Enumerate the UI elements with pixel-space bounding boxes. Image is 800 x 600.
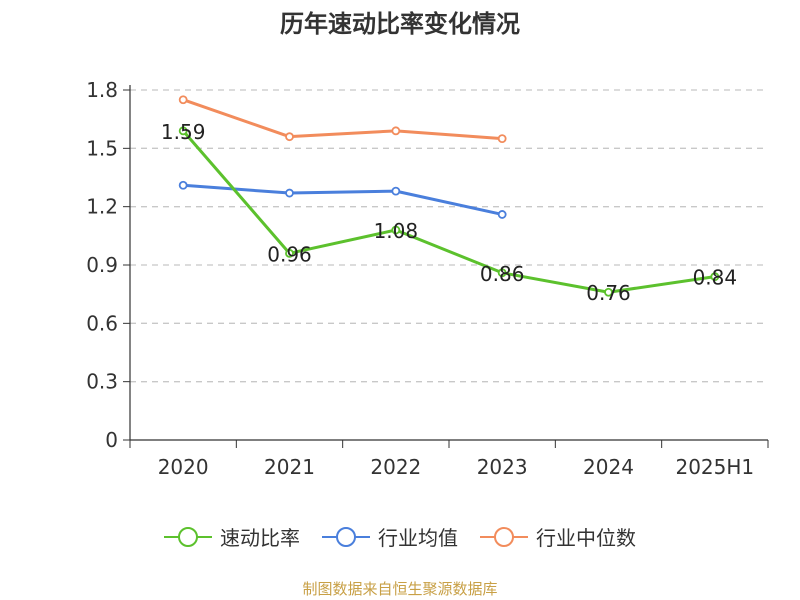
y-tick-label: 1.2 xyxy=(86,195,118,219)
legend-label-industry-mean: 行业均值 xyxy=(378,526,458,550)
data-point xyxy=(178,95,188,105)
legend-item-quick-ratio[interactable]: 速动比率 xyxy=(164,522,300,551)
data-labels: 1.59 0.96 1.08 0.86 0.76 0.84 xyxy=(161,120,737,305)
series xyxy=(178,95,720,297)
x-tick-label: 2021 xyxy=(264,455,315,479)
x-tick-label: 2024 xyxy=(583,455,634,479)
data-label: 1.08 xyxy=(374,219,419,243)
series-line xyxy=(182,98,503,141)
data-label: 0.76 xyxy=(586,281,631,305)
data-point xyxy=(285,188,294,198)
data-point xyxy=(285,132,294,142)
data-point xyxy=(604,287,613,297)
y-tick-label: 1.8 xyxy=(86,78,118,102)
legend-item-industry-median[interactable]: 行业中位数 xyxy=(480,522,636,551)
data-point xyxy=(497,210,507,219)
data-point xyxy=(497,134,507,144)
data-label: 1.59 xyxy=(161,120,206,144)
axes: 0 0.3 0.6 0.9 1.2 1.5 1.8 2020 2021 2022 2023 2024 2… xyxy=(86,78,769,479)
legend-marker-industry-median xyxy=(480,526,528,547)
chart-title: 历年速动比率变化情况 xyxy=(280,10,520,38)
y-tick-label: 1.5 xyxy=(86,136,118,160)
data-label: 0.86 xyxy=(480,262,525,286)
source-note: 制图数据来自恒生聚源数据库 xyxy=(302,580,498,598)
data-point xyxy=(497,268,507,278)
data-point xyxy=(391,225,401,235)
y-tick-label: 0.6 xyxy=(86,311,118,335)
data-point xyxy=(178,180,188,190)
data-point xyxy=(178,126,188,136)
series-line xyxy=(183,183,503,216)
legend-marker-industry-mean xyxy=(322,526,370,547)
y-tick-label: 0.3 xyxy=(86,370,118,394)
legend-label-quick-ratio: 速动比率 xyxy=(220,526,300,550)
series-line xyxy=(182,129,716,294)
data-point xyxy=(391,186,401,196)
x-tick-label: 2025H1 xyxy=(675,455,754,479)
data-point xyxy=(285,248,294,258)
y-tick-label: 0.9 xyxy=(86,253,118,277)
x-tick-label: 2023 xyxy=(477,455,528,479)
data-label: 0.84 xyxy=(693,266,738,290)
legend: 速动比率 行业均值 行业中位数 xyxy=(0,522,800,551)
legend-item-industry-mean[interactable]: 行业均值 xyxy=(322,522,458,551)
grid xyxy=(130,89,768,383)
y-tick-label: 0 xyxy=(105,428,118,452)
legend-label-industry-median: 行业中位数 xyxy=(536,526,636,550)
legend-marker-quick-ratio xyxy=(164,526,212,547)
x-tick-label: 2020 xyxy=(158,455,209,479)
x-tick-label: 2022 xyxy=(370,455,421,479)
data-point xyxy=(710,272,720,282)
data-label: 0.96 xyxy=(267,242,312,266)
data-point xyxy=(391,126,401,136)
